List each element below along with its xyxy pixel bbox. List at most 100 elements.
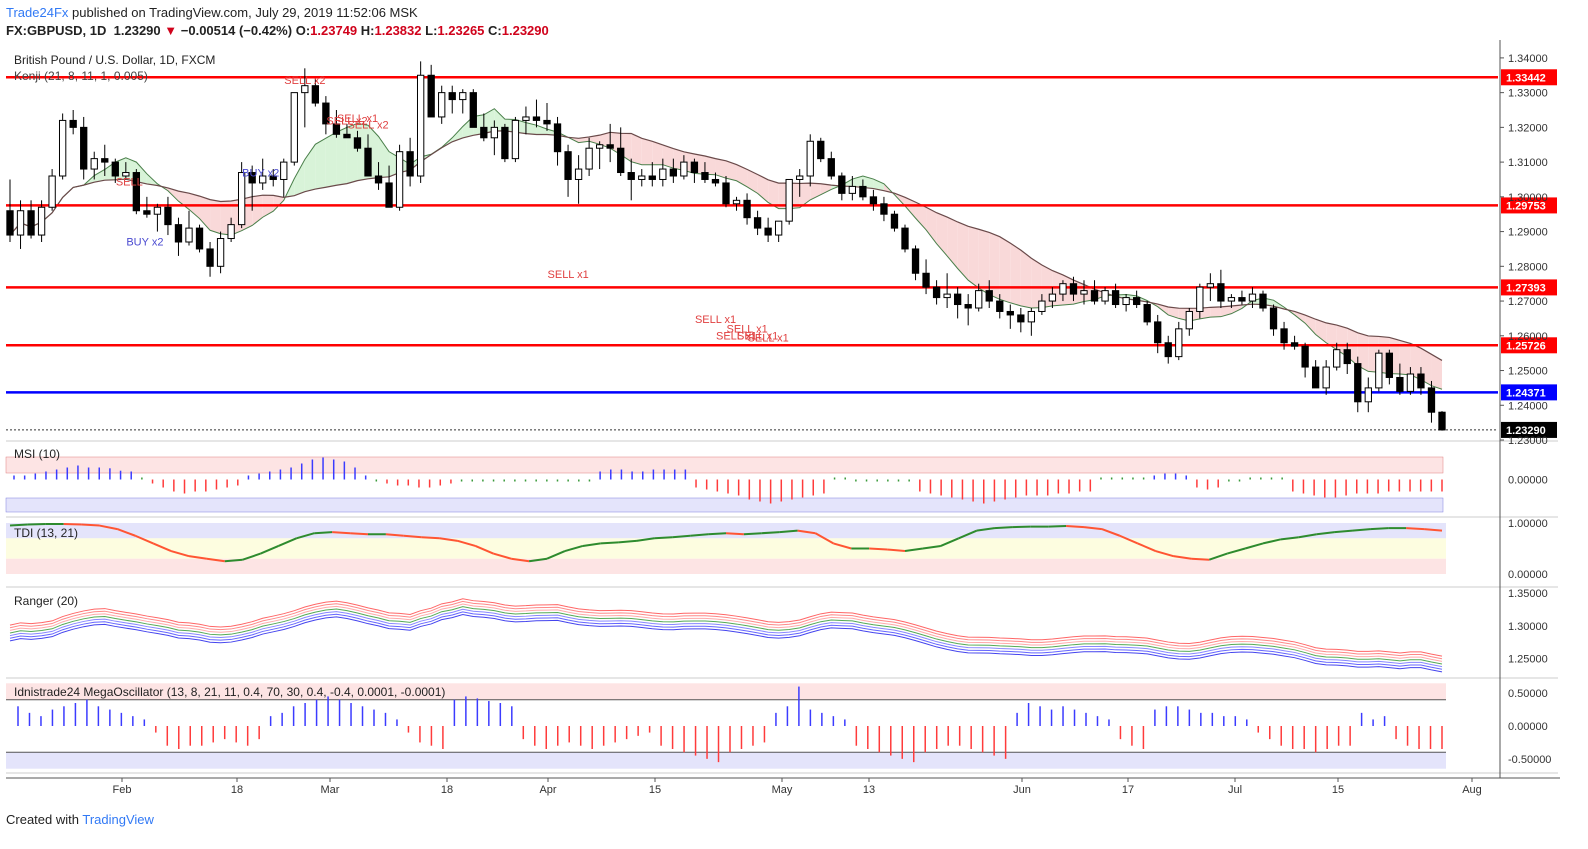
tdi-line-segment	[511, 557, 530, 563]
low-label: L:	[425, 23, 438, 38]
kenji-cloud-segment	[210, 199, 221, 234]
candle-body	[753, 217, 762, 229]
tdi-line-segment	[117, 528, 136, 537]
candle-body	[80, 126, 88, 170]
candle-body	[1238, 297, 1246, 302]
tdi-line-segment	[403, 534, 422, 539]
publish-line: Trade24Fx published on TradingView.com, …	[6, 4, 549, 22]
tdi-line-segment	[385, 533, 404, 537]
candle-body	[143, 210, 151, 215]
candle-body	[848, 185, 857, 194]
candle-body	[869, 196, 878, 205]
signal-label: SELL x1	[748, 333, 789, 345]
kenji-cloud-segment	[905, 197, 916, 219]
candle-body	[1217, 283, 1225, 302]
msi-tick-label: 0.00000	[1508, 475, 1548, 487]
candle-body	[416, 74, 425, 177]
kenji-cloud-segment	[167, 187, 179, 202]
time-tick-label: Jun	[1013, 784, 1031, 796]
ranger-tick-label: 1.30000	[1508, 621, 1548, 633]
mega-tick-label: -0.50000	[1508, 754, 1551, 766]
candle-body	[553, 123, 562, 153]
candle-body	[1438, 411, 1446, 431]
candle-body	[627, 172, 635, 180]
tdi-line-segment	[1155, 550, 1174, 558]
candle-body	[764, 227, 772, 236]
created-with: Created with	[6, 812, 79, 827]
candle-body	[1206, 283, 1215, 288]
price-tick-label: 1.29000	[1508, 227, 1548, 239]
price-level-badge	[1501, 384, 1557, 401]
price-level-label: 1.25726	[1506, 340, 1546, 352]
candle-body	[964, 304, 972, 309]
candle-body	[1080, 290, 1088, 295]
candle-body	[595, 144, 604, 149]
candle-body	[438, 92, 446, 118]
tdi-line-segment	[188, 555, 208, 560]
candle-body	[27, 210, 35, 236]
candle-body	[48, 175, 56, 208]
ranger-title: Ranger (20)	[14, 594, 78, 608]
kenji-cloud-segment	[631, 133, 642, 165]
kenji-cloud-segment	[936, 212, 948, 256]
kenji-cloud-segment	[641, 138, 653, 165]
candle-body	[617, 147, 625, 174]
price-level-label: 1.33442	[1506, 72, 1546, 84]
tdi-line-segment	[904, 547, 924, 553]
price-level-badge	[1501, 69, 1557, 86]
brand-name[interactable]: Trade24Fx	[6, 5, 69, 20]
candle-body	[838, 175, 846, 194]
tdi-line-segment	[81, 523, 100, 527]
candle-body	[1006, 310, 1014, 316]
tradingview-logo[interactable]: TradingView	[82, 812, 154, 827]
price-tick-label: 1.25000	[1508, 366, 1548, 378]
candle-body	[953, 293, 962, 306]
price-level-badge	[1501, 337, 1557, 354]
kenji-cloud-segment	[273, 195, 284, 212]
close-label: C:	[488, 23, 502, 38]
tdi-line-segment	[922, 544, 941, 550]
ranger-band-line	[9, 600, 1443, 660]
kenji-cloud-segment	[715, 158, 726, 179]
tdi-line-segment	[1191, 557, 1210, 561]
tdi-line-segment	[725, 532, 744, 536]
candle-body	[280, 161, 288, 180]
candle-body	[480, 126, 488, 139]
tdi-line-segment	[815, 532, 834, 545]
price-tick-label: 1.26000	[1508, 331, 1548, 343]
last-price-label: 1.23290	[1506, 425, 1546, 437]
candle-body	[269, 175, 277, 180]
mega-oscillator-title: Idnistrade24 MegaOscillator (13, 8, 21, …	[14, 685, 445, 699]
candle-body	[364, 147, 372, 177]
candle-body	[996, 300, 1004, 312]
signal-label: SELL x1	[716, 330, 757, 342]
candle-body	[1259, 293, 1267, 309]
tdi-line-segment	[224, 558, 243, 563]
msi-title: MSI (10)	[14, 447, 60, 461]
mega-upper-zone	[6, 683, 1446, 700]
price-level-label: 1.29753	[1506, 200, 1546, 212]
kenji-cloud-segment	[978, 229, 990, 295]
tdi-line-segment	[546, 550, 566, 560]
price-tick-label: 1.23000	[1508, 435, 1548, 447]
candle-body	[1227, 297, 1236, 302]
candle-body	[69, 119, 77, 128]
open-label: O:	[295, 23, 311, 38]
candle-body	[469, 92, 477, 128]
price-tick-label: 1.33000	[1508, 88, 1548, 100]
kenji-cloud-segment	[1062, 274, 1074, 305]
tdi-line-segment	[314, 531, 333, 535]
kenji-cloud-segment	[852, 176, 863, 188]
candle-body	[37, 206, 46, 236]
kenji-cloud-segment	[968, 226, 979, 289]
candle-body	[90, 158, 98, 170]
msi-upper-zone	[5, 456, 1444, 474]
candle-body	[796, 175, 804, 180]
kenji-cloud-segment	[820, 183, 832, 195]
kenji-cloud-segment	[94, 169, 105, 183]
candle-body	[195, 227, 204, 250]
tdi-line-segment	[9, 523, 28, 527]
chart-area[interactable]: 1.33442 1.29753 1.27393 1.25726 1.24371 1.232…	[0, 40, 1588, 810]
candle-body	[690, 161, 699, 174]
tdi-line-segment	[994, 526, 1013, 530]
